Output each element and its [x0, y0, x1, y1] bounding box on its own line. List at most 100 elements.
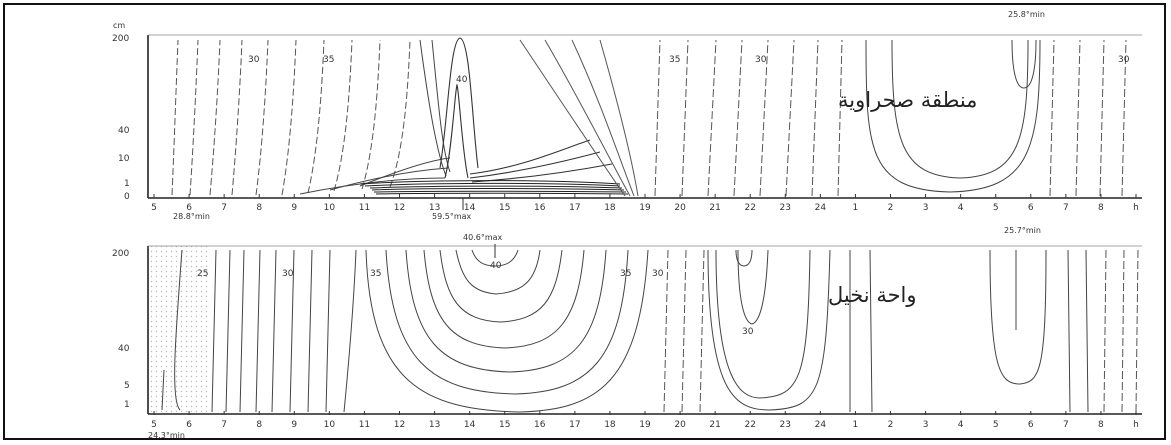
isotherm: [1121, 39, 1127, 197]
hour-tick-label: 21: [709, 420, 720, 430]
hour-tick-label: 24: [815, 420, 827, 430]
isotherm: [365, 249, 649, 413]
isotherm: [333, 39, 353, 192]
hour-tick-label: 12: [394, 203, 405, 213]
isotherm: [469, 151, 601, 179]
desert-isotherms-left: [171, 39, 411, 196]
hour-tick-label: 23: [780, 420, 791, 430]
hour-tick-label: 21: [709, 203, 720, 213]
hour-tick-label: 16: [534, 420, 546, 430]
isotherm: [715, 249, 811, 399]
isotherm: [371, 188, 625, 191]
isotherm: [519, 39, 626, 197]
isotherm: [423, 249, 585, 349]
oasis-y-tick: 5: [124, 381, 130, 391]
isotherm: [1011, 39, 1037, 89]
isotherm: [471, 163, 613, 183]
hour-tick-label: 6: [186, 203, 192, 213]
desert-caption: منطقة صحراوية: [838, 88, 978, 112]
isotherm: [663, 249, 669, 413]
desert-y-tick: 10: [118, 154, 130, 164]
isotherm: [733, 39, 743, 197]
isotherm: [271, 249, 277, 413]
hour-tick-label: 13: [429, 203, 440, 213]
isotherm: [225, 249, 231, 413]
isotherm: [389, 39, 411, 188]
desert-hour-ticks: 5 6 7 8 9 10 11 12 13 14 15 16 17 18 19 20 21 22 23 24 1 2 3 4 5…: [151, 194, 1139, 213]
hour-tick-label: 17: [569, 203, 580, 213]
desert-min-annotation: 28.8°min: [173, 212, 210, 221]
isotherm: [361, 39, 381, 190]
isotherm: [307, 39, 325, 194]
oasis-isotherms-left: [161, 249, 357, 413]
hour-tick-label: 15: [499, 420, 510, 430]
isotherm-label: 35: [620, 269, 631, 279]
isotherm: [439, 37, 479, 169]
isotherm: [1099, 39, 1105, 197]
isotherm: [325, 249, 331, 413]
hour-tick-label: 8: [256, 420, 262, 430]
desert-y-tick: 1: [124, 179, 130, 189]
hour-tick-label: 5: [151, 420, 157, 430]
hour-tick-label: 18: [604, 203, 616, 213]
hour-tick-label: 6: [1028, 203, 1034, 213]
hour-tick-label: 24: [815, 203, 827, 213]
isotherm: [544, 39, 631, 197]
desert-sweep-lines: [519, 39, 639, 197]
hour-tick-label: 19: [639, 420, 651, 430]
hour-tick-label: 19: [639, 203, 651, 213]
hour-tick-label: 22: [744, 203, 755, 213]
isotherm-label: 30: [652, 269, 664, 279]
hour-tick-label: h: [1133, 420, 1139, 430]
isotherm: [865, 39, 1041, 193]
isotherm: [599, 39, 639, 197]
isotherm: [891, 39, 1029, 179]
hour-tick-label: 6: [186, 420, 192, 430]
isotherm: [255, 39, 269, 196]
oasis-max-annotation: 40.6°max: [463, 233, 503, 242]
isotherm: [571, 39, 635, 197]
isotherm-label: 35: [669, 55, 680, 65]
hour-tick-label: 17: [569, 420, 580, 430]
isotherm: [209, 39, 221, 196]
isotherm: [989, 249, 1047, 385]
isotherm: [289, 249, 295, 413]
isotherm: [785, 39, 795, 197]
isotherm: [837, 39, 843, 197]
oasis-nested-isotherms: [365, 249, 649, 413]
hour-tick-label: 3: [923, 203, 929, 213]
isotherm: [231, 39, 243, 196]
oasis-y-ticks: 200 40 5 1: [112, 249, 130, 410]
isotherm: [654, 39, 661, 197]
isotherm: [171, 39, 179, 196]
oasis-panel: 200 40 5 1: [112, 226, 1142, 440]
isotherm: [1103, 249, 1107, 413]
isotherm: [469, 139, 591, 175]
hour-tick-label: 11: [359, 203, 370, 213]
hour-tick-label: 11: [359, 420, 370, 430]
isotherm: [189, 39, 199, 196]
isotherm: [1135, 249, 1139, 413]
desert-spike: [439, 37, 613, 183]
hour-tick-label: 4: [958, 420, 964, 430]
isotherm: [869, 249, 873, 413]
isotherm: [369, 185, 623, 189]
desert-panel: cm 200 40 10 1 0: [112, 10, 1142, 221]
hour-tick-label: 7: [221, 420, 227, 430]
hour-tick-label: 13: [429, 420, 440, 430]
isotherm: [419, 39, 447, 177]
isotherm: [707, 39, 717, 197]
hour-tick-label: 5: [993, 420, 999, 430]
hour-tick-label: 5: [151, 203, 157, 213]
hour-tick-label: 4: [958, 203, 964, 213]
desert-unit-label: cm: [113, 21, 125, 30]
isotherm: [299, 177, 446, 195]
isotherm: [455, 249, 541, 295]
isotherm: [211, 249, 217, 413]
hour-tick-label: 14: [464, 420, 476, 430]
isotherm: [735, 249, 753, 267]
isotherm-label: 30: [1118, 55, 1130, 65]
isotherm: [681, 39, 689, 197]
hour-tick-label: 15: [499, 203, 510, 213]
